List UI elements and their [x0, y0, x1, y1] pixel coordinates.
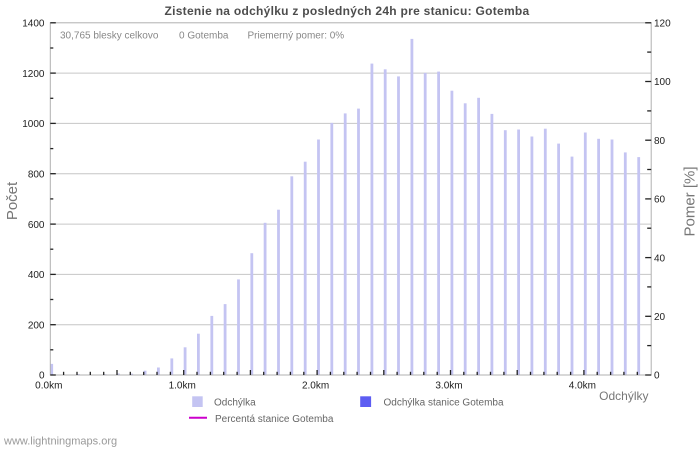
svg-text:Percentá stanice Gotemba: Percentá stanice Gotemba — [215, 414, 334, 425]
svg-text:1200: 1200 — [22, 69, 45, 80]
svg-text:www.lightningmaps.org: www.lightningmaps.org — [3, 436, 117, 448]
svg-text:120: 120 — [654, 19, 671, 30]
svg-text:1.0km: 1.0km — [169, 380, 196, 391]
svg-text:0.0km: 0.0km — [35, 380, 62, 391]
svg-text:100: 100 — [654, 77, 671, 88]
svg-text:400: 400 — [28, 270, 45, 281]
svg-text:0: 0 — [39, 371, 45, 382]
svg-text:0 Gotemba: 0 Gotemba — [179, 31, 229, 42]
svg-text:200: 200 — [28, 320, 45, 331]
svg-text:Pomer [%]: Pomer [%] — [682, 166, 699, 236]
svg-text:1400: 1400 — [22, 19, 45, 30]
svg-text:80: 80 — [654, 136, 666, 147]
svg-text:Priemerný pomer: 0%: Priemerný pomer: 0% — [248, 31, 345, 42]
svg-text:3.0km: 3.0km — [435, 380, 462, 391]
svg-text:Zistenie na odchýlku z posledn: Zistenie na odchýlku z posledných 24h pr… — [165, 4, 530, 18]
svg-text:1000: 1000 — [22, 119, 45, 130]
svg-text:Počet: Počet — [4, 181, 21, 220]
svg-text:40: 40 — [654, 253, 666, 264]
svg-text:4.0km: 4.0km — [569, 380, 596, 391]
svg-text:800: 800 — [28, 169, 45, 180]
svg-text:20: 20 — [654, 312, 666, 323]
svg-text:2.0km: 2.0km — [302, 380, 329, 391]
svg-text:60: 60 — [654, 195, 666, 206]
svg-text:0: 0 — [654, 371, 660, 382]
svg-text:30,765 blesky celkovo: 30,765 blesky celkovo — [60, 31, 159, 42]
svg-text:Odchýlky: Odchýlky — [599, 389, 648, 403]
svg-text:600: 600 — [28, 220, 45, 231]
svg-text:Odchýlka stanice Gotemba: Odchýlka stanice Gotemba — [384, 397, 504, 408]
svg-text:Odchýlka: Odchýlka — [214, 397, 256, 408]
